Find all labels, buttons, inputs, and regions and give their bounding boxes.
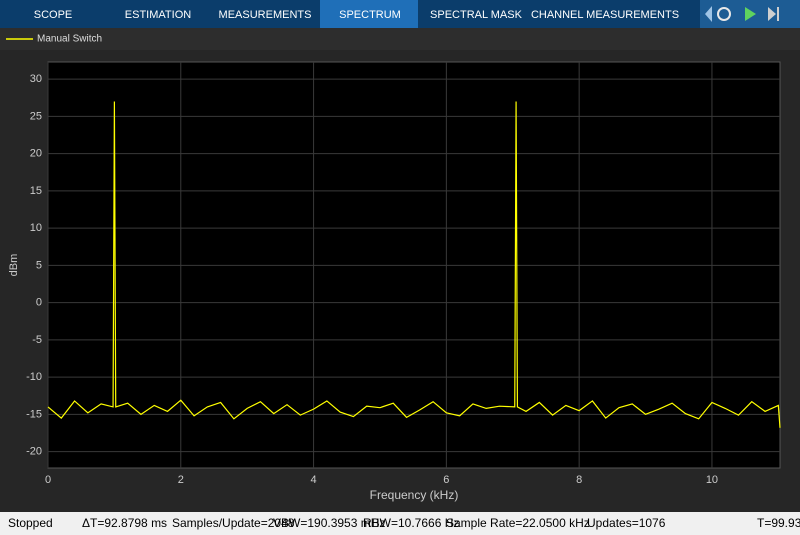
y-tick-label: 15 <box>30 185 42 197</box>
active-tab-bg <box>320 0 418 28</box>
tab[interactable]: SPECTRUM <box>339 9 401 21</box>
status-item: VBW=190.3953 mHz <box>273 516 385 530</box>
x-tick-label: 8 <box>576 474 582 486</box>
y-tick-label: 30 <box>30 73 42 85</box>
settings-icon[interactable] <box>717 7 731 21</box>
x-tick-label: 10 <box>706 474 718 486</box>
x-tick-label: 4 <box>311 474 317 486</box>
y-tick-label: -5 <box>32 334 42 346</box>
tab[interactable]: MEASUREMENTS <box>219 9 312 21</box>
x-tick-label: 0 <box>45 474 51 486</box>
tab[interactable]: SCOPE <box>34 9 73 21</box>
y-tick-label: 25 <box>30 110 42 122</box>
status-item: RBW=10.7666 Hz <box>363 516 459 530</box>
y-tick-label: -20 <box>26 446 42 458</box>
y-tick-label: 20 <box>30 148 42 160</box>
collapse-icon[interactable] <box>705 6 712 22</box>
x-axis-label: Frequency (kHz) <box>370 488 459 502</box>
y-tick-label: -10 <box>26 371 42 383</box>
y-tick-label: 10 <box>30 222 42 234</box>
x-tick-label: 6 <box>443 474 449 486</box>
y-tick-label: 5 <box>36 259 42 271</box>
legend-label: Manual Switch <box>37 34 102 45</box>
spectrum-line <box>47 101 781 428</box>
status-item: Updates=1076 <box>587 516 666 530</box>
status-bar <box>0 512 800 535</box>
status-item: T=99.93 <box>757 516 800 530</box>
status-item: Sample Rate=22.0500 kHz <box>446 516 590 530</box>
status-item: ΔT=92.8798 ms <box>82 516 167 530</box>
tab[interactable]: CHANNEL MEASUREMENTS <box>531 9 679 21</box>
y-axis-label: dBm <box>8 254 20 277</box>
tab[interactable]: ESTIMATION <box>125 9 191 21</box>
run-icon[interactable] <box>745 7 756 21</box>
x-tick-label: 2 <box>178 474 184 486</box>
status-item: Stopped <box>8 516 53 530</box>
status-item: Samples/Update=2048 <box>172 516 295 530</box>
tab[interactable]: SPECTRAL MASK <box>430 9 523 21</box>
y-tick-label: 0 <box>36 297 42 309</box>
legend-bar <box>0 28 800 50</box>
step-icon[interactable] <box>768 7 779 21</box>
y-tick-label: -15 <box>26 408 42 420</box>
